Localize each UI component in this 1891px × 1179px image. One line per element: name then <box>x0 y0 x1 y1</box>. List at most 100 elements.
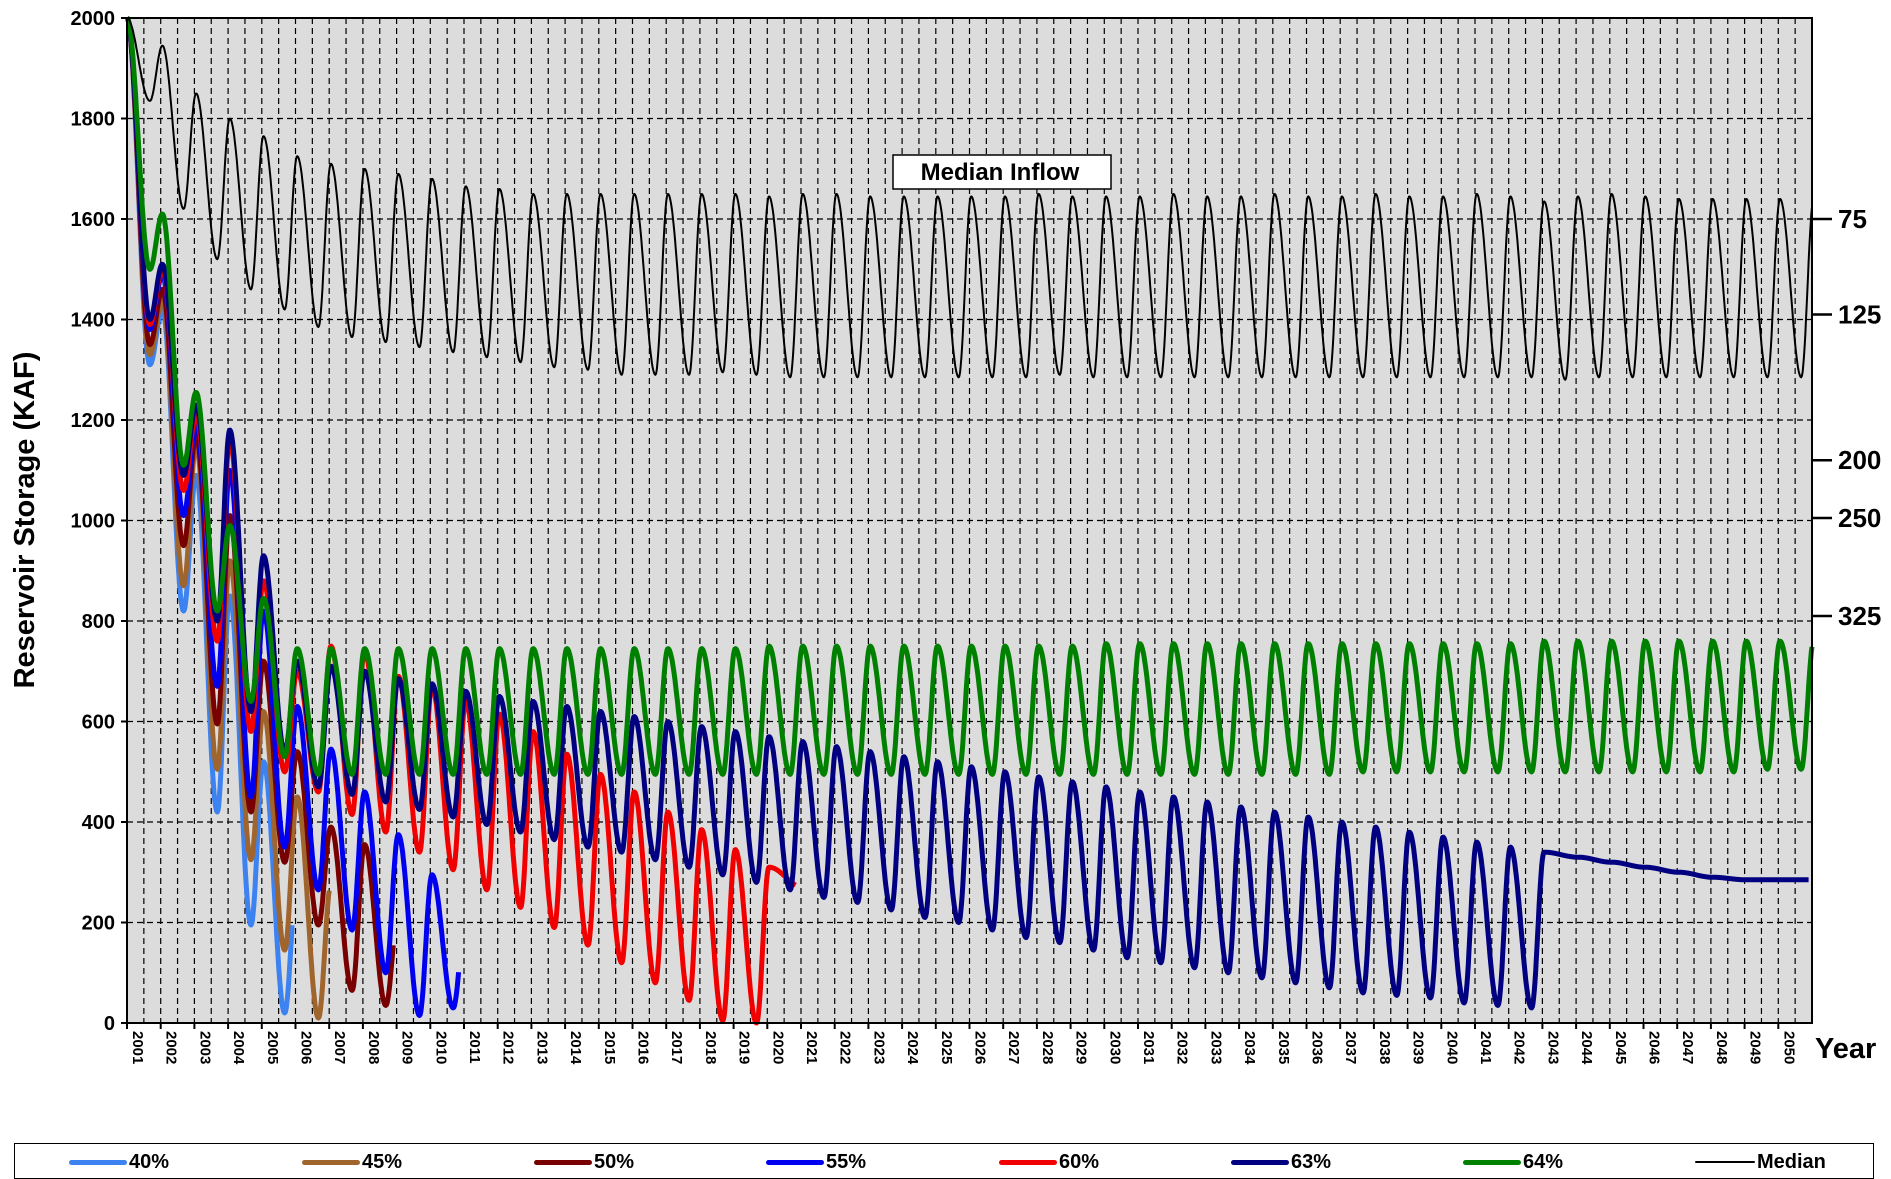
x-tick-label: 2046 <box>1646 1031 1663 1064</box>
x-tick-label: 2024 <box>904 1031 921 1065</box>
legend-label: 60% <box>1059 1150 1100 1173</box>
legend-label: 45% <box>362 1150 403 1173</box>
legend: 40% 45% 50% 55% 60% 63% 64% Median <box>14 1143 1874 1179</box>
x-tick-label: 2049 <box>1747 1031 1764 1064</box>
x-tick-label: 2041 <box>1477 1031 1494 1064</box>
legend-label: Median <box>1757 1150 1826 1173</box>
legend-item: 63% <box>1231 1150 1332 1173</box>
x-tick-label: 2032 <box>1174 1031 1191 1064</box>
x-tick-label: 2006 <box>298 1031 315 1064</box>
axes: 0 200 400 600 800 1000 1200 1400 1600 1800 2000 200… <box>71 8 1882 1065</box>
x-tick-label: 2039 <box>1410 1031 1427 1064</box>
legend-item: 55% <box>766 1150 867 1173</box>
x-tick-label: 2017 <box>668 1031 685 1064</box>
y-tick-label: 1600 <box>71 209 116 231</box>
x-tick-label: 2005 <box>264 1031 281 1064</box>
x-axis-label: Year <box>1815 1033 1876 1065</box>
y-tick-label: 800 <box>82 611 115 633</box>
legend-item: 64% <box>1463 1150 1564 1173</box>
y-tick-label: 2000 <box>71 8 116 30</box>
x-tick-label: 2009 <box>399 1031 416 1064</box>
y-tick-label: 1800 <box>71 109 116 131</box>
x-tick-label: 2027 <box>1005 1031 1022 1064</box>
title-box: Median Inflow <box>892 154 1112 190</box>
x-tick-label: 2011 <box>466 1031 483 1064</box>
legend-label: 63% <box>1291 1150 1332 1173</box>
y-tick-label: 1000 <box>71 511 116 533</box>
y-tick-label: 400 <box>82 812 115 834</box>
x-tick-label: 2001 <box>129 1031 146 1064</box>
right-axis-label: 325 <box>1838 601 1881 631</box>
legend-swatch <box>69 1159 127 1165</box>
x-tick-label: 2036 <box>1309 1031 1326 1064</box>
x-tick-label: 2014 <box>567 1031 584 1065</box>
legend-swatch <box>999 1159 1057 1165</box>
x-tick-label: 2028 <box>1039 1031 1056 1064</box>
x-tick-label: 2002 <box>163 1031 180 1064</box>
x-tick-label: 2033 <box>1207 1031 1224 1064</box>
x-tick-label: 2042 <box>1511 1031 1528 1064</box>
legend-label: 64% <box>1523 1150 1564 1173</box>
x-tick-label: 2008 <box>365 1031 382 1064</box>
x-tick-label: 2023 <box>870 1031 887 1064</box>
x-tick-label: 2029 <box>1073 1031 1090 1064</box>
x-tick-label: 2022 <box>837 1031 854 1064</box>
x-tick-label: 2035 <box>1275 1031 1292 1064</box>
x-tick-label: 2020 <box>769 1031 786 1064</box>
x-tick-label: 2010 <box>432 1031 449 1064</box>
series-line-63pct <box>125 16 1811 1011</box>
legend-swatch <box>766 1159 824 1165</box>
legend-label: 55% <box>826 1150 867 1173</box>
x-tick-label: 2016 <box>635 1031 652 1064</box>
y-tick-label: 200 <box>82 913 115 935</box>
x-tick-label: 2034 <box>1241 1031 1258 1065</box>
x-tick-label: 2013 <box>533 1031 550 1064</box>
x-tick-label: 2025 <box>938 1031 955 1064</box>
x-tick-label: 2021 <box>803 1031 820 1064</box>
x-tick-label: 2045 <box>1612 1031 1629 1064</box>
legend-item: 40% <box>69 1150 170 1173</box>
x-tick-label: 2043 <box>1544 1031 1561 1064</box>
right-axis-label: 75 <box>1838 204 1867 234</box>
legend-swatch <box>1231 1159 1289 1165</box>
legend-swatch <box>1463 1159 1521 1165</box>
x-tick-label: 2026 <box>972 1031 989 1064</box>
x-tick-label: 2018 <box>702 1031 719 1064</box>
x-tick-label: 2040 <box>1443 1031 1460 1064</box>
right-axis-label: 250 <box>1838 503 1881 533</box>
x-tick-label: 2019 <box>736 1031 753 1064</box>
y-axis-label: Reservoir Storage (KAF) <box>9 352 41 689</box>
x-tick-label: 2048 <box>1713 1031 1730 1064</box>
series-lines <box>125 15 1815 1026</box>
x-tick-label: 2044 <box>1578 1031 1595 1065</box>
legend-swatch <box>302 1159 360 1165</box>
series-line-median <box>126 17 1813 381</box>
right-axis-label: 125 <box>1838 299 1881 329</box>
chart-title: Median Inflow <box>921 159 1080 186</box>
x-tick-label: 2031 <box>1140 1031 1157 1064</box>
legend-label: 50% <box>594 1150 635 1173</box>
y-tick-label: 1400 <box>71 310 116 332</box>
y-tick-label: 1200 <box>71 410 116 432</box>
x-tick-label: 2015 <box>601 1031 618 1064</box>
series-line-55pct <box>125 16 462 1018</box>
legend-item: 60% <box>999 1150 1100 1173</box>
x-tick-label: 2003 <box>196 1031 213 1064</box>
x-tick-label: 2007 <box>331 1031 348 1064</box>
legend-item: 45% <box>302 1150 403 1173</box>
x-tick-label: 2012 <box>500 1031 517 1064</box>
x-tick-label: 2037 <box>1342 1031 1359 1064</box>
x-tick-label: 2047 <box>1679 1031 1696 1064</box>
legend-item: Median <box>1695 1150 1826 1173</box>
x-tick-label: 2004 <box>230 1031 247 1065</box>
y-tick-label: 0 <box>104 1013 115 1035</box>
right-axis-label: 200 <box>1838 445 1881 475</box>
series-line-64pct <box>125 15 1815 777</box>
x-tick-label: 2050 <box>1780 1031 1797 1064</box>
y-tick-label: 600 <box>82 712 115 734</box>
reservoir-storage-chart: 0 200 400 600 800 1000 1200 1400 1600 1800 2000 200… <box>9 8 1882 1065</box>
legend-swatch <box>534 1159 592 1165</box>
x-tick-label: 2030 <box>1106 1031 1123 1064</box>
legend-label: 40% <box>129 1150 170 1173</box>
legend-item: 50% <box>534 1150 635 1173</box>
